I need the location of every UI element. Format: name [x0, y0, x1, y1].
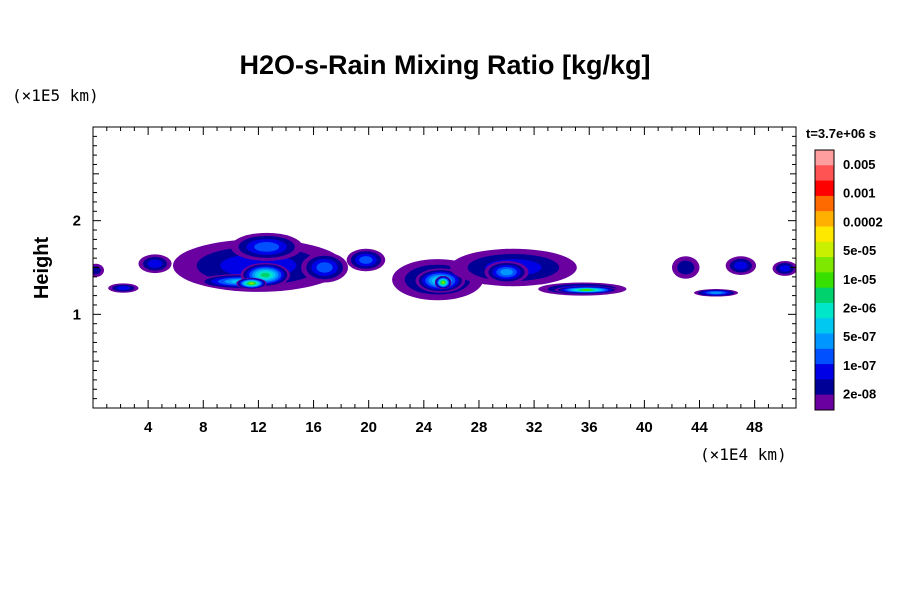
contour-region-7-level-9 [249, 282, 254, 285]
colorbar-swatch [815, 302, 834, 319]
contour-region-6-level-7 [260, 272, 270, 278]
x-tick-label: 16 [305, 419, 322, 436]
colorbar-label: 1e-07 [843, 358, 876, 373]
colorbar-swatch [815, 226, 834, 243]
colorbar-label: 0.005 [843, 157, 876, 172]
y-axis-label: Height [31, 237, 53, 300]
y-tick-label: 2 [73, 213, 81, 230]
contour-region-0-level-1 [93, 266, 101, 275]
contour-region-20-level-2 [779, 265, 791, 272]
colorbar-label: 0.001 [843, 186, 876, 201]
x-tick-label: 20 [360, 419, 377, 436]
contour-region-19-level-2 [734, 261, 748, 270]
time-label: t=3.7e+06 s [806, 126, 876, 141]
colorbar-swatch [815, 241, 834, 258]
x-tick-label: 36 [581, 419, 598, 436]
x-tick-label: 44 [691, 419, 708, 436]
colorbar-swatch [815, 195, 834, 212]
colorbar-swatch [815, 165, 834, 182]
colorbar-label: 2e-08 [843, 387, 876, 402]
colorbar-swatch [815, 394, 834, 411]
colorbar-label: 5e-05 [843, 243, 876, 258]
x-tick-label: 24 [415, 419, 432, 436]
y-axis: 12 [73, 135, 796, 400]
contour-region-18-level-4 [709, 291, 723, 294]
contour-region-12-level-9 [441, 281, 445, 284]
colorbar-label: 1e-05 [843, 272, 876, 287]
y-unit-label: (×1E5 km) [12, 86, 99, 105]
x-tick-label: 32 [526, 419, 543, 436]
contour-region-9-level-3 [359, 256, 373, 264]
colorbar-frame [814, 149, 835, 411]
colorbar-swatch [815, 348, 834, 365]
contour-region-16-level-8 [581, 288, 592, 291]
contour-region-4-level-3 [254, 242, 280, 252]
x-tick-label: 48 [746, 419, 763, 436]
x-axis: 4 8 12 16 20 24 28 32 36 40 44 48 [106, 127, 783, 436]
colorbar-swatch [815, 318, 834, 335]
colorbar-swatch [815, 333, 834, 350]
x-tick-label: 28 [471, 419, 488, 436]
colorbar-swatch [815, 379, 834, 396]
x-unit-label: (×1E4 km) [700, 445, 787, 464]
colorbar-label: 2e-06 [843, 301, 876, 316]
colorbar-swatch [815, 287, 834, 304]
colorbar-label: 0.0002 [843, 214, 883, 229]
colorbar-swatch [815, 272, 834, 289]
contour-region-2-level-2 [147, 259, 163, 268]
colorbar-swatch [815, 257, 834, 273]
contour-region-14-level-4 [500, 268, 513, 276]
y-tick-label: 1 [73, 306, 81, 323]
contour-field [93, 232, 796, 301]
contour-region-1-level-2 [116, 286, 131, 291]
x-tick-label: 12 [250, 419, 267, 436]
x-tick-label: 40 [636, 419, 653, 436]
colorbar-label: 5e-07 [843, 329, 876, 344]
chart-title: H2O-s-Rain Mixing Ratio [kg/kg] [239, 50, 650, 80]
x-tick-label: 4 [144, 419, 153, 436]
contour-region-8-level-3 [316, 262, 333, 273]
x-tick-label: 8 [199, 419, 207, 436]
colorbar-swatch [815, 211, 834, 227]
colorbar-swatch [815, 150, 834, 166]
colorbar-swatch [815, 364, 834, 380]
contour-region-17-level-1 [677, 260, 695, 275]
colorbar: 0.005 0.001 0.0002 5e-05 1e-05 2e-06 5e-07 1e-0… [814, 149, 883, 411]
colorbar-swatch [815, 180, 834, 197]
